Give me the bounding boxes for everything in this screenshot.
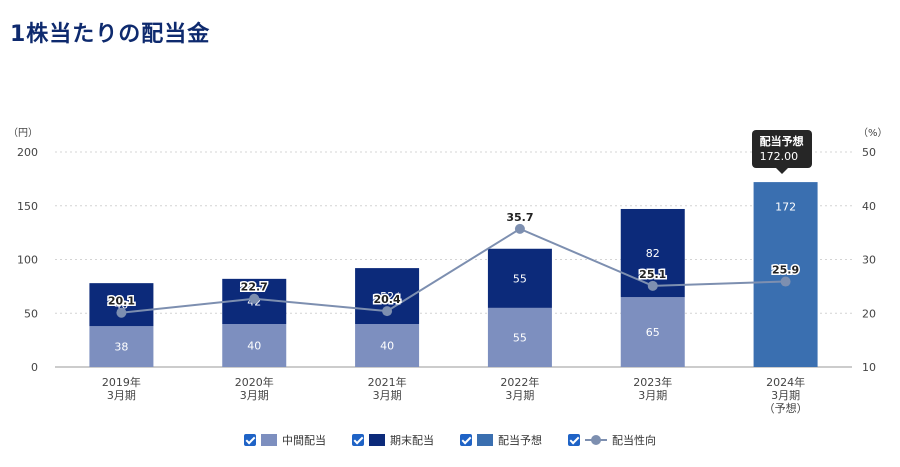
checkbox-icon[interactable] (352, 434, 364, 446)
forecast-tooltip: 配当予想 172.00 (751, 130, 812, 175)
legend-label-forecast: 配当予想 (498, 434, 542, 447)
payout-ratio-label: 22.7 (241, 281, 268, 294)
payout-ratio-point (647, 280, 658, 291)
y-left-tick-label: 50 (24, 307, 38, 320)
forecast-swatch-icon (477, 434, 493, 446)
payout-ratio-point (514, 223, 525, 234)
bar-interim (487, 307, 552, 367)
y-right-unit: （%） (858, 127, 888, 139)
bar-interim (222, 324, 287, 367)
bar-interim-label: 55 (513, 331, 527, 344)
checkbox-icon[interactable] (244, 434, 256, 446)
bar-year-end-label: 52 (380, 290, 394, 303)
legend-item-year-end[interactable]: 期末配当 (352, 432, 434, 448)
legend-label-year-end: 期末配当 (390, 434, 434, 447)
x-tick-label: 2022年 (500, 375, 539, 389)
bar-year-end-label: 55 (513, 272, 527, 285)
checkbox-icon[interactable] (568, 434, 580, 446)
y-left-tick-label: 0 (31, 361, 38, 374)
payout-ratio-point (249, 293, 260, 304)
page-title: 1株当たりの配当金 (10, 22, 211, 47)
payout-ratio-line (121, 227, 786, 314)
year-end-swatch-icon (369, 434, 385, 446)
y-left-unit: （円） (8, 127, 38, 139)
legend-label-payout-ratio: 配当性向 (612, 434, 656, 447)
x-tick-label: 3月期 (107, 389, 136, 402)
payout-ratio-label: 20.4 (374, 293, 401, 306)
bar-interim-label: 40 (247, 340, 261, 353)
x-tick-label: 2020年 (235, 375, 274, 389)
x-tick-label: 3月期 (505, 389, 534, 402)
y-right-tick-label: 50 (862, 146, 876, 159)
checkbox-icon[interactable] (460, 434, 472, 446)
payout-ratio-point (780, 276, 791, 287)
bar-year-end-label: 82 (646, 247, 660, 260)
payout-line-swatch-icon (585, 434, 607, 446)
bar-interim (620, 297, 685, 367)
y-left-tick-label: 100 (17, 254, 38, 267)
bar-interim (355, 324, 420, 367)
x-tick-label: 3月期 (771, 389, 800, 402)
x-tick-label: 2021年 (368, 375, 407, 389)
payout-ratio-label: 25.9 (772, 264, 799, 277)
x-tick-label: 2023年 (633, 375, 672, 389)
bar-year-end (487, 248, 552, 308)
legend-item-payout-ratio[interactable]: 配当性向 (568, 432, 656, 448)
x-tick-label: 3月期 (373, 389, 402, 402)
payout-ratio-point (382, 306, 393, 317)
x-tick-label: 3月期 (638, 389, 667, 402)
payout-ratio-label: 20.1 (108, 295, 135, 308)
legend-item-forecast[interactable]: 配当予想 (460, 432, 542, 448)
y-right-tick-label: 20 (862, 307, 876, 320)
bar-interim (89, 326, 154, 367)
x-tick-label: 2024年 (766, 375, 805, 389)
x-tick-label: （予想） (764, 401, 808, 415)
tooltip-value: 172.00 (759, 150, 799, 164)
bar-interim-label: 65 (646, 326, 660, 339)
bar-forecast-label: 172 (775, 201, 796, 214)
x-tick-label: 2019年 (102, 375, 141, 389)
bar-interim-label: 38 (114, 341, 128, 354)
y-right-tick-label: 40 (862, 200, 876, 213)
x-tick-label: 3月期 (240, 389, 269, 402)
bar-forecast (753, 182, 818, 367)
chart-legend: 中間配当 期末配当 配当予想 配当性向 (0, 432, 900, 448)
bar-interim-label: 40 (380, 340, 394, 353)
legend-label-interim: 中間配当 (282, 434, 326, 447)
payout-ratio-label: 35.7 (506, 211, 533, 224)
y-right-tick-label: 10 (862, 361, 876, 374)
y-right-tick-label: 30 (862, 254, 876, 267)
payout-ratio-label: 25.1 (639, 268, 666, 281)
payout-ratio-point (116, 307, 127, 318)
bar-year-end-label: 40 (114, 299, 128, 312)
y-left-tick-label: 150 (17, 200, 38, 213)
y-left-tick-label: 200 (17, 146, 38, 159)
interim-swatch-icon (261, 434, 277, 446)
legend-item-interim[interactable]: 中間配当 (244, 432, 326, 448)
tooltip-title: 配当予想 (759, 135, 804, 149)
bar-year-end (89, 283, 154, 327)
